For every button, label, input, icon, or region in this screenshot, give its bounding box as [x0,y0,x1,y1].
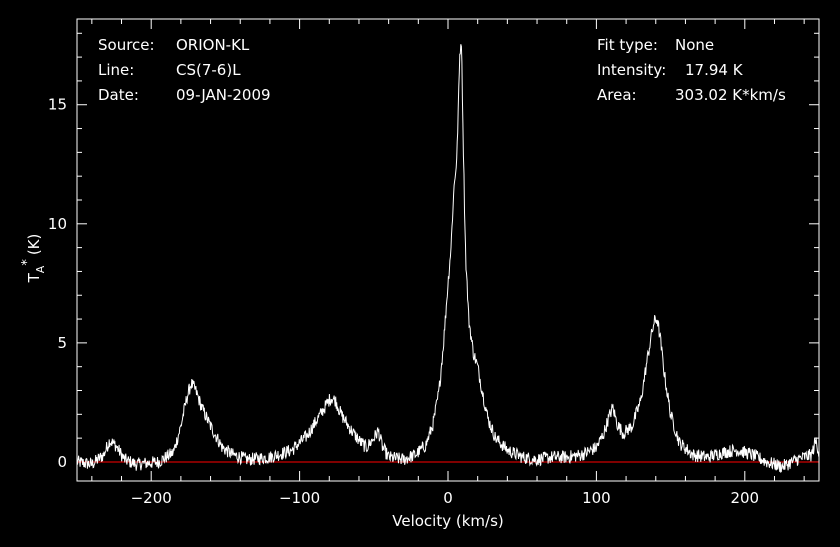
y-tick-label: 15 [48,96,67,114]
line-value: CS(7-6)L [176,61,241,79]
area-label: Area: [597,86,637,104]
y-axis-label-sup: * [20,259,35,266]
svg-text:TA*(K): TA* (K) [20,234,47,284]
source-label: Source: [98,36,155,54]
y-axis-label-unit: (K) [25,234,43,256]
area-value: 303.02 K*km/s [675,86,786,104]
fit-type-label: Fit type: [597,36,658,54]
tick-labels: −200 −100 0 100 200 0 5 10 15 [48,96,759,507]
x-tick-label: 100 [582,489,611,507]
spectrum-line [76,44,820,474]
y-axis-label-main: T [25,272,43,283]
plot-frame [76,18,820,482]
x-tick-label: 0 [443,489,453,507]
y-axis-label-sub: A [34,265,47,273]
y-tick-label: 5 [57,334,67,352]
intensity-label: Intensity: [597,61,666,79]
fit-type-value: None [675,36,714,54]
y-axis-label: TA* (K) [20,234,47,284]
y-tick-label: 0 [57,453,67,471]
y-tick-label: 10 [48,215,67,233]
axis-ticks [77,19,819,481]
x-axis-label: Velocity (km/s) [392,512,503,530]
x-tick-label: 200 [730,489,759,507]
date-value: 09-JAN-2009 [176,86,271,104]
intensity-value: 17.94 K [685,61,744,79]
line-label: Line: [98,61,134,79]
x-tick-label: −100 [279,489,320,507]
x-tick-label: −200 [131,489,172,507]
date-label: Date: [98,86,139,104]
source-value: ORION-KL [176,36,250,54]
